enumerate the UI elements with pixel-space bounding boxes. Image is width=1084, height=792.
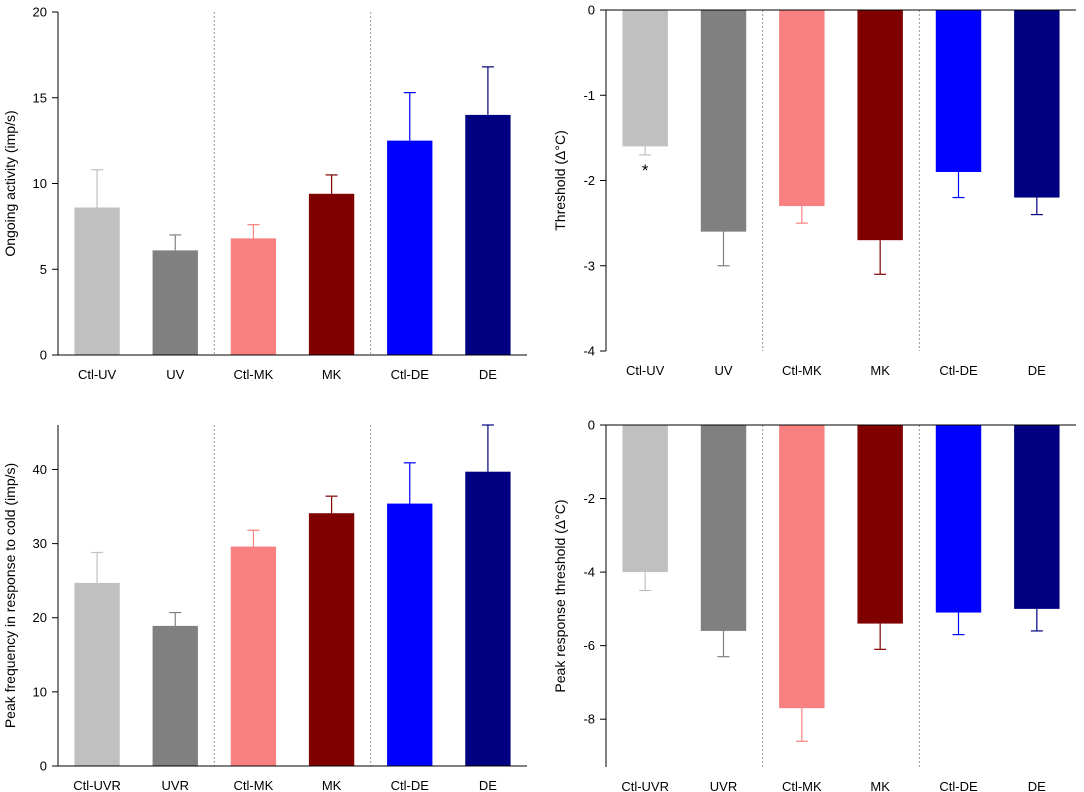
y-tick-label: 10 <box>33 176 47 191</box>
bar-UV <box>152 250 198 355</box>
x-tick-label: Ctl-MK <box>782 779 822 792</box>
bar-MK <box>308 513 355 766</box>
bar-DE <box>465 471 511 766</box>
bar-Ctl-MK <box>230 546 277 766</box>
y-tick-label: -8 <box>583 712 595 727</box>
chart-panel-4: 0 -2 -4 -6 -8 Ctl-UVR UVR Ctl-MK MK Ctl-DE DE Peak … <box>552 418 1076 792</box>
y-tick-label: -3 <box>583 258 595 273</box>
bar-UVR <box>700 425 747 631</box>
bar-DE <box>465 114 511 356</box>
y-tick-label: 20 <box>33 610 47 625</box>
bar-Ctl-UVR <box>622 425 668 573</box>
x-tick-label: Ctl-UV <box>78 367 117 382</box>
y-tick-label: 10 <box>33 684 47 699</box>
y-tick-label: 0 <box>588 3 595 18</box>
x-tick-label: MK <box>322 367 342 382</box>
significance-marker: * <box>642 161 649 180</box>
chart-panel-2: * 0 -1 -2 -3 -4 Ctl-UV UV Ctl-MK MK Ctl-DE DE Thresh… <box>552 3 1076 378</box>
x-tick-label: Ctl-DE <box>939 363 978 378</box>
bar-Ctl-MK <box>779 425 825 709</box>
y-tick-label: -4 <box>583 344 595 359</box>
y-tick-label: -1 <box>583 88 595 103</box>
x-tick-label: MK <box>322 778 342 792</box>
bar-UVR <box>152 625 198 766</box>
x-tick-label: DE <box>479 367 497 382</box>
y-tick-label: 40 <box>33 462 47 477</box>
x-tick-label: Ctl-MK <box>234 778 274 792</box>
x-tick-label: DE <box>1028 779 1046 792</box>
bar-Ctl-DE <box>935 10 982 172</box>
bar-DE <box>1014 10 1060 198</box>
x-tick-label: Ctl-DE <box>391 778 430 792</box>
y-axis-title: Peak response threshold (Δ°C) <box>552 499 568 692</box>
x-tick-label: DE <box>479 778 497 792</box>
bar-Ctl-MK <box>230 238 277 355</box>
bar-Ctl-UV <box>74 207 120 355</box>
x-tick-label: MK <box>870 363 890 378</box>
bar-MK <box>308 193 355 355</box>
x-tick-label: UVR <box>710 779 737 792</box>
x-tick-label: Ctl-DE <box>391 367 430 382</box>
chart-panel-1: 0 5 10 15 20 Ctl-UV UV Ctl-MK MK Ctl-DE DE Ongoing … <box>2 5 527 382</box>
bar-Ctl-UVR <box>74 582 120 766</box>
bar-MK <box>857 425 903 624</box>
y-tick-label: 15 <box>33 90 47 105</box>
x-tick-label: UVR <box>162 778 189 792</box>
x-tick-label: Ctl-DE <box>939 779 978 792</box>
bar-Ctl-UV <box>622 10 668 147</box>
y-tick-label: -2 <box>583 173 595 188</box>
x-tick-label: Ctl-UV <box>626 363 665 378</box>
y-axis-title: Ongoing activity (imp/s) <box>2 110 18 256</box>
x-tick-label: DE <box>1028 363 1046 378</box>
chart-panel-3: 0 10 20 30 40 Ctl-UVR UVR Ctl-MK MK Ctl-DE DE Peak … <box>2 424 527 792</box>
x-tick-label: UV <box>714 363 732 378</box>
y-tick-label: -6 <box>583 638 595 653</box>
bar-Ctl-DE <box>387 503 433 766</box>
y-tick-label: 0 <box>40 348 47 363</box>
y-tick-label: 30 <box>33 536 47 551</box>
y-tick-label: 20 <box>33 5 47 20</box>
y-tick-label: 0 <box>40 759 47 774</box>
y-tick-label: -4 <box>583 565 595 580</box>
x-tick-label: Ctl-MK <box>782 363 822 378</box>
y-tick-label: -2 <box>583 491 595 506</box>
y-axis-title: Threshold (Δ°C) <box>552 130 568 231</box>
bar-DE <box>1014 425 1060 609</box>
bar-UV <box>700 10 747 232</box>
bar-Ctl-DE <box>935 425 982 613</box>
x-tick-label: Ctl-UVR <box>621 779 669 792</box>
bar-Ctl-DE <box>387 140 433 355</box>
x-tick-label: Ctl-UVR <box>73 778 121 792</box>
x-tick-label: UV <box>166 367 184 382</box>
y-tick-label: 0 <box>588 418 595 433</box>
y-axis-title: Peak frequency in response to cold (imp/… <box>2 463 18 728</box>
y-tick-label: 5 <box>40 262 47 277</box>
x-tick-label: MK <box>870 779 890 792</box>
bar-Ctl-MK <box>779 10 825 207</box>
x-tick-label: Ctl-MK <box>234 367 274 382</box>
bar-MK <box>857 10 903 241</box>
